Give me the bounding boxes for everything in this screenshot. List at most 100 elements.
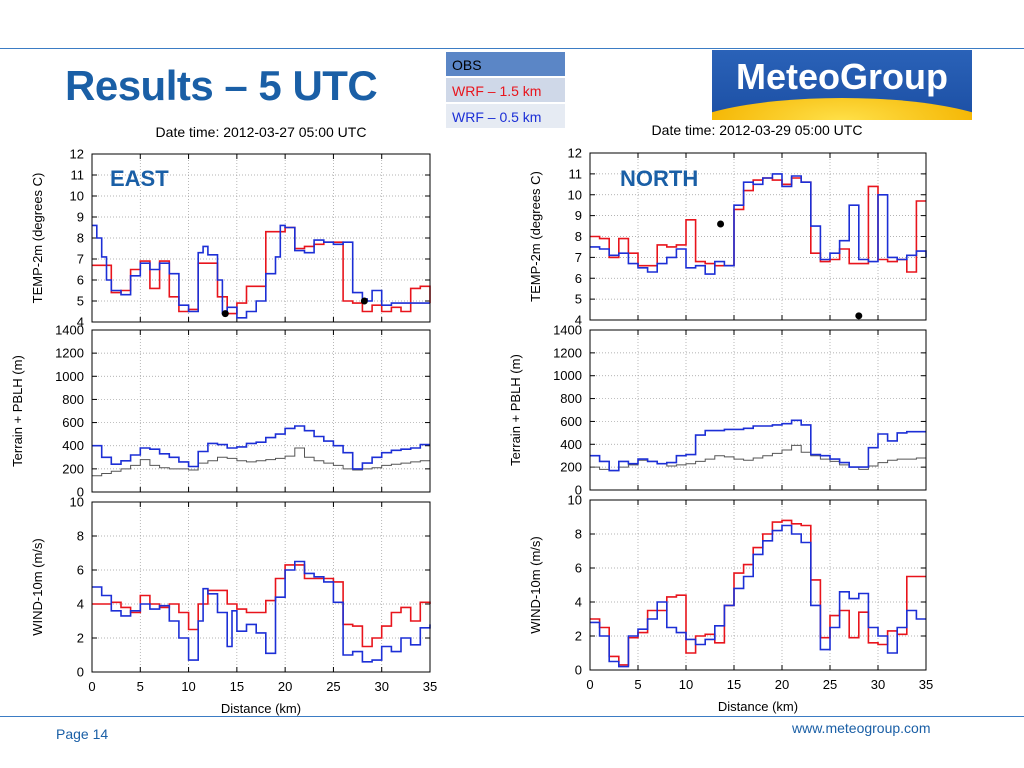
- y-axis-label: WIND-10m (m/s): [30, 538, 45, 636]
- y-tick-label: 8: [575, 229, 582, 244]
- chart-title: Date time: 2012-03-27 05:00 UTC: [156, 124, 367, 140]
- y-tick-label: 10: [568, 493, 582, 508]
- y-tick-label: 1000: [55, 369, 84, 384]
- y-tick-label: 5: [575, 292, 582, 307]
- plot-frame: [589, 329, 927, 491]
- chart-panel-east: Date time: 2012-03-27 05:00 UTC 4 5 6 7 8 9 10 1…: [10, 124, 437, 716]
- obs-point: [855, 312, 863, 320]
- meteogroup-logo: MeteoGroup: [712, 50, 972, 120]
- page-number: Page 14: [56, 726, 109, 742]
- x-tick-label: 20: [278, 679, 292, 694]
- series-line-2: [92, 560, 431, 663]
- x-tick-label: 30: [374, 679, 388, 694]
- y-tick-label: 9: [575, 208, 582, 223]
- y-tick-label: 2: [77, 631, 84, 646]
- y-tick-label: 1000: [553, 368, 582, 383]
- y-tick-label: 12: [70, 147, 84, 162]
- x-axis-label: Distance (km): [718, 699, 798, 714]
- plot-frame: [91, 501, 431, 673]
- x-tick-label: 0: [586, 677, 593, 692]
- legend: OBS WRF – 1.5 km WRF – 0.5 km: [445, 51, 566, 129]
- series-line-1: [92, 564, 431, 648]
- y-axis-label: Terrain + PBLH (m): [508, 354, 523, 466]
- obs-point: [717, 220, 725, 228]
- y-tick-label: 10: [70, 495, 84, 510]
- header-rule: [0, 48, 1024, 49]
- x-tick-label: 5: [634, 677, 641, 692]
- y-tick-label: 6: [575, 271, 582, 286]
- y-tick-label: 1200: [553, 345, 582, 360]
- y-tick-label: 4: [575, 313, 582, 328]
- legend-item-wrf-0-5: WRF – 0.5 km: [445, 103, 566, 129]
- subplot-2: 0 200 400 600 800 1000 1200 1400 Terrain + PBLH …: [508, 323, 927, 498]
- y-tick-label: 600: [560, 414, 582, 429]
- legend-item-wrf-1-5: WRF – 1.5 km: [445, 77, 566, 103]
- y-tick-label: 1200: [55, 346, 84, 361]
- y-tick-label: 12: [568, 146, 582, 161]
- plot-area: [92, 330, 430, 492]
- series-line-2: [590, 524, 926, 668]
- series-line-2: [92, 425, 430, 470]
- subplot-1: 4 5 6 7 8 9 10 11 12 TEMP-2m (degrees C): [528, 146, 927, 328]
- footer-rule: [0, 716, 1024, 717]
- y-tick-label: 4: [77, 597, 84, 612]
- logo-text: MeteoGroup: [736, 56, 948, 97]
- obs-point: [221, 310, 229, 318]
- y-tick-label: 11: [569, 166, 583, 181]
- x-tick-label: 30: [871, 677, 885, 692]
- y-tick-label: 0: [575, 483, 582, 498]
- x-tick-label: 0: [88, 679, 95, 694]
- y-tick-label: 5: [77, 294, 84, 309]
- subplot-3: 0 2 4 6 8 10 WIND-10m (m/s) 0 5 10 15 20 25 30 35 Dista…: [528, 493, 933, 715]
- slide-title: Results – 5 UTC: [65, 62, 378, 109]
- y-tick-label: 4: [575, 595, 582, 610]
- y-tick-label: 11: [71, 168, 85, 183]
- x-tick-label: 10: [181, 679, 195, 694]
- y-tick-label: 1400: [553, 323, 582, 338]
- y-tick-label: 6: [575, 561, 582, 576]
- x-tick-label: 25: [823, 677, 837, 692]
- series-line-2: [92, 224, 430, 319]
- legend-item-obs: OBS: [445, 51, 566, 77]
- y-tick-label: 800: [560, 391, 582, 406]
- y-tick-label: 400: [560, 437, 582, 452]
- y-tick-label: 800: [62, 392, 84, 407]
- series-line-2: [590, 419, 926, 472]
- x-tick-label: 35: [919, 677, 933, 692]
- chart-panel-north: Date time: 2012-03-29 05:00 UTC 4 5 6 7 8 9 10 1…: [508, 122, 933, 714]
- y-tick-label: 9: [77, 210, 84, 225]
- y-tick-label: 10: [70, 189, 84, 204]
- y-tick-label: 0: [575, 663, 582, 678]
- plot-area: [92, 502, 430, 672]
- x-tick-label: 25: [326, 679, 340, 694]
- x-tick-label: 15: [230, 679, 244, 694]
- x-tick-label: 15: [727, 677, 741, 692]
- y-tick-label: 200: [62, 461, 84, 476]
- x-tick-label: 5: [137, 679, 144, 694]
- y-tick-label: 6: [77, 273, 84, 288]
- y-tick-label: 8: [575, 527, 582, 542]
- chart-title: Date time: 2012-03-29 05:00 UTC: [652, 122, 863, 138]
- x-axis-label: Distance (km): [221, 701, 301, 716]
- y-tick-label: 6: [77, 563, 84, 578]
- y-tick-label: 200: [560, 460, 582, 475]
- plot-frame: [91, 329, 431, 493]
- plot-area: [590, 500, 926, 670]
- y-axis-label: Terrain + PBLH (m): [10, 355, 25, 467]
- region-label-north: NORTH: [620, 166, 698, 191]
- y-tick-label: 600: [62, 415, 84, 430]
- footer-url[interactable]: www.meteogroup.com: [792, 720, 931, 736]
- subplot-1: 4 5 6 7 8 9 10 11 12 TEMP-2m (degrees C): [30, 147, 431, 330]
- y-tick-label: 0: [77, 485, 84, 500]
- y-axis-label: TEMP-2m (degrees C): [528, 171, 543, 302]
- y-tick-label: 8: [77, 231, 84, 246]
- logo-sun-arc: [712, 98, 972, 120]
- obs-point: [360, 297, 368, 305]
- y-tick-label: 1400: [55, 323, 84, 338]
- series-line-1: [92, 447, 431, 477]
- y-tick-label: 8: [77, 529, 84, 544]
- y-tick-label: 7: [77, 252, 84, 267]
- y-tick-label: 7: [575, 250, 582, 265]
- plot-area: [590, 330, 926, 490]
